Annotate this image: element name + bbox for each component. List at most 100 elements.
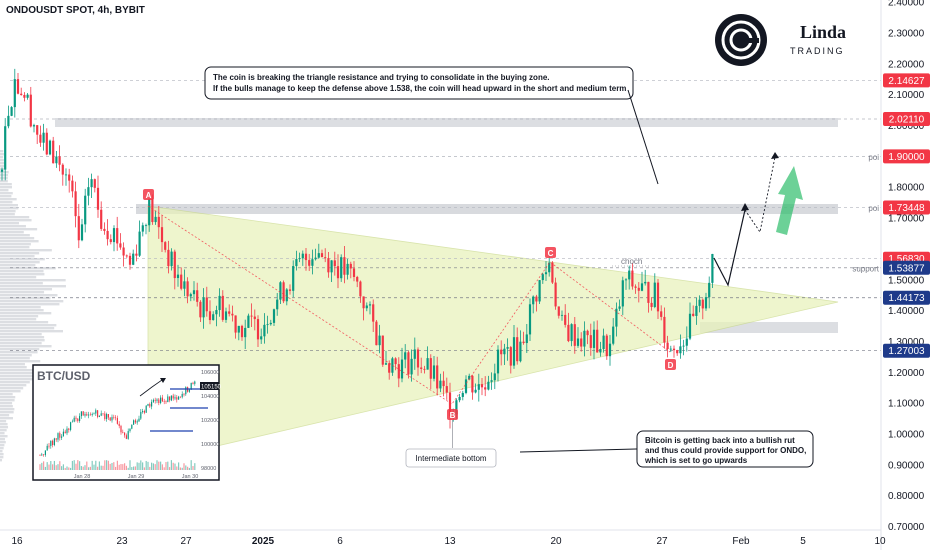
candle-body — [55, 156, 58, 164]
candle-body — [634, 286, 637, 288]
candle-body — [106, 230, 109, 240]
candle-body — [612, 326, 615, 344]
price-tag — [883, 343, 930, 358]
candle-body — [711, 253, 714, 283]
candle-body — [333, 260, 336, 267]
abcd-line — [147, 205, 671, 405]
price-tag-value: 1.44173 — [888, 293, 925, 304]
candle-body — [589, 335, 592, 348]
candle-body — [484, 387, 487, 390]
price-tag — [883, 260, 930, 275]
candle-body — [685, 338, 688, 346]
candle-body — [650, 302, 653, 307]
candle-body — [679, 346, 682, 354]
candle-body — [592, 329, 596, 348]
y-tick: 0.90000 — [888, 460, 925, 471]
candle-body — [336, 266, 340, 279]
x-tick: 23 — [116, 536, 128, 547]
candle-body — [656, 282, 660, 312]
candle-body — [39, 134, 42, 143]
candle-body — [602, 335, 605, 349]
candle-body — [340, 257, 343, 279]
candle-body — [570, 324, 573, 342]
price-tag — [883, 73, 930, 88]
candle-body — [13, 79, 16, 108]
candle-body — [708, 282, 711, 298]
candle-body — [176, 274, 180, 279]
point-c: C — [545, 247, 556, 258]
candle-body — [36, 125, 39, 135]
svg-text:which is set to go upwards: which is set to go upwards — [644, 456, 748, 465]
candle-body — [388, 363, 391, 373]
candle-body — [141, 225, 144, 232]
price-tag — [883, 290, 930, 305]
candle-body — [276, 299, 279, 310]
candle-body — [368, 304, 372, 306]
candle-body — [660, 311, 663, 317]
candle-body — [359, 281, 362, 297]
svg-text:C: C — [548, 249, 554, 258]
candle-body — [426, 358, 429, 370]
candle-body — [212, 314, 215, 321]
candle-body — [503, 348, 506, 355]
candle-body — [647, 281, 650, 303]
candle-body — [637, 287, 640, 291]
candle-body — [250, 315, 253, 317]
price-tag-value: 1.90000 — [888, 152, 925, 163]
candle-body — [692, 313, 695, 316]
candle-body — [596, 329, 599, 353]
candle-body — [224, 311, 228, 320]
candle-body — [554, 282, 557, 307]
candle-body — [605, 335, 608, 357]
candle-body — [202, 297, 205, 318]
candle-body — [327, 258, 330, 273]
svg-text:D: D — [668, 361, 674, 370]
candle-body — [68, 174, 71, 181]
candle-body — [442, 380, 445, 387]
price-tag-label: support — [852, 264, 879, 273]
projection-arrow-head — [741, 203, 749, 211]
poi-zone-1.73 — [136, 204, 838, 214]
candle-body — [372, 304, 375, 322]
candle-body — [80, 224, 84, 241]
candle-body — [125, 255, 128, 257]
triangle-note: The coin is breaking the triangle resist… — [204, 66, 659, 185]
candle-body — [500, 349, 503, 355]
candle-body — [116, 228, 119, 244]
candle-body — [352, 268, 356, 277]
candle-body — [90, 179, 93, 188]
y-tick: 1.40000 — [888, 306, 925, 317]
candle-body — [301, 253, 304, 259]
candle-body — [64, 174, 68, 176]
candle-body — [282, 282, 285, 302]
candle-body — [247, 315, 250, 328]
projection-dotted — [744, 156, 776, 234]
candle-body — [244, 327, 247, 338]
time-axis: 16 23 27 2025 6 13 20 27 Feb 5 10 — [11, 536, 886, 547]
candle-body — [509, 347, 512, 366]
candle-body — [317, 253, 320, 258]
candle-body — [477, 384, 480, 390]
inset-y-tick: 104000 — [201, 394, 219, 400]
candle-body — [621, 280, 624, 307]
candle-body — [471, 375, 474, 393]
candle-body — [237, 325, 240, 333]
candle-body — [96, 187, 100, 210]
btc-note: Bitcoin is getting back into a bullish r… — [519, 430, 814, 468]
y-tick: 1.30000 — [888, 337, 925, 348]
candle-body — [196, 290, 199, 302]
y-tick: 1.50000 — [888, 275, 925, 286]
x-tick: 27 — [656, 536, 668, 547]
candle-body — [436, 365, 439, 389]
candle-body — [180, 274, 183, 289]
candle-body — [4, 126, 7, 170]
candle-body — [346, 263, 349, 275]
candles — [0, 68, 714, 429]
candle-body — [215, 310, 218, 315]
candle-body — [404, 352, 407, 360]
candle-body — [567, 324, 570, 342]
candle-body — [234, 315, 237, 333]
y-tick: 1.20000 — [888, 368, 925, 379]
candle-body — [439, 380, 442, 389]
triangle-pattern — [147, 205, 839, 463]
